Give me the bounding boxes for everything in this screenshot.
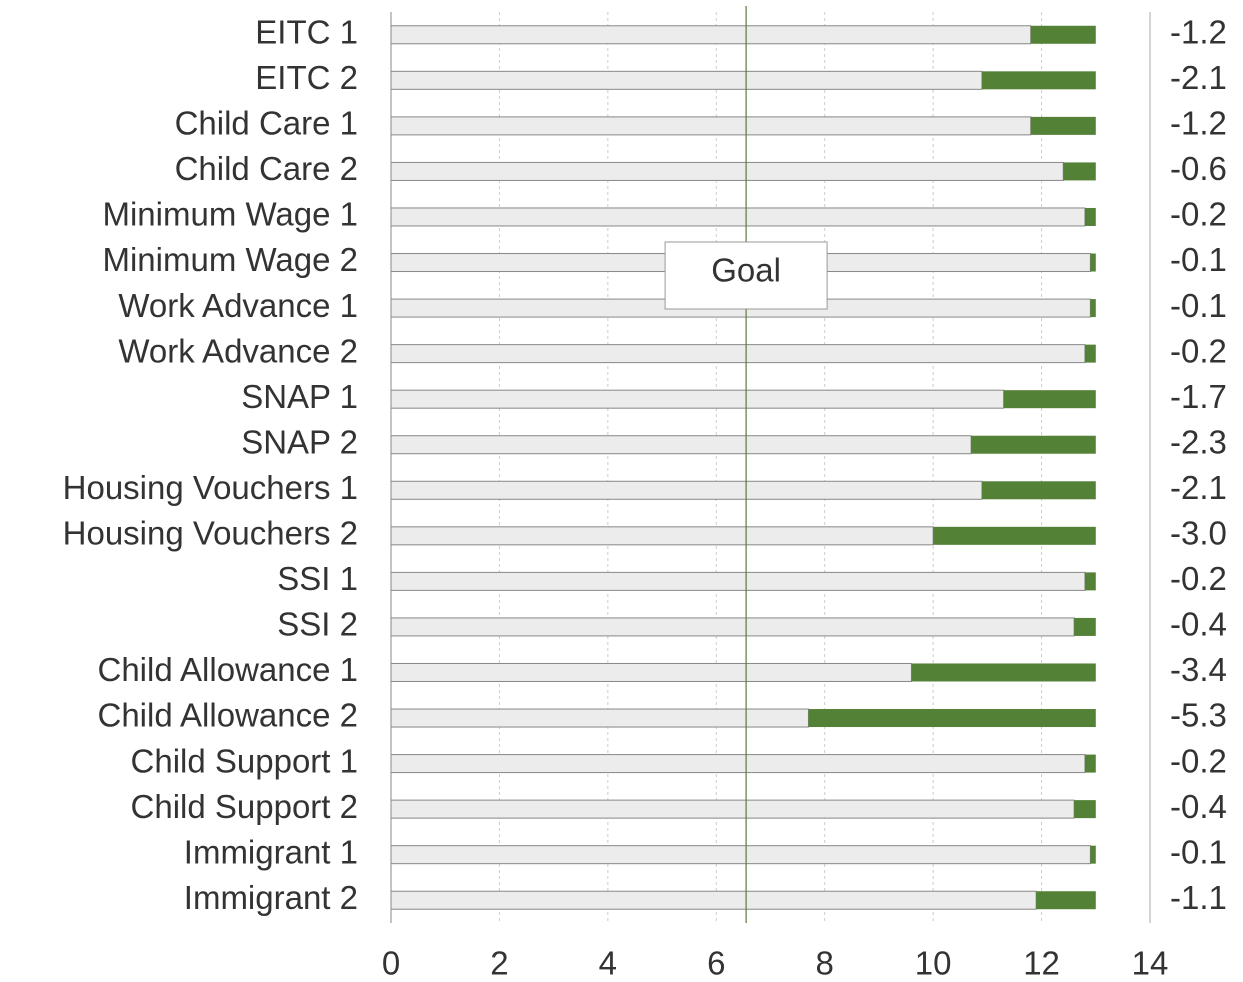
bar-segment xyxy=(1084,207,1096,226)
value-label: -5.3 xyxy=(1170,697,1227,734)
y-tick-label: Child Care 2 xyxy=(175,150,358,187)
bar-segment xyxy=(390,25,1032,45)
bar-segment xyxy=(933,526,1096,545)
y-tick-label: Immigrant 2 xyxy=(184,879,358,916)
y-tick-label: Immigrant 1 xyxy=(184,833,358,870)
y-tick-label: Child Allowance 1 xyxy=(98,651,359,688)
bar-segment xyxy=(1084,344,1096,363)
value-label: -1.2 xyxy=(1170,105,1227,142)
y-tick-label: Housing Vouchers 2 xyxy=(63,515,358,552)
bar-segment xyxy=(390,207,1086,227)
y-tick-label: EITC 2 xyxy=(255,59,358,96)
bar-segment xyxy=(808,709,1096,728)
bar-segment xyxy=(390,116,1032,136)
value-label: -1.1 xyxy=(1170,879,1227,916)
value-label: -0.2 xyxy=(1170,196,1227,233)
y-tick-label: Minimum Wage 2 xyxy=(102,241,358,278)
value-label: -0.1 xyxy=(1170,241,1227,278)
x-tick-label: 12 xyxy=(1023,945,1060,982)
value-label: -0.4 xyxy=(1170,788,1227,825)
y-tick-label: Housing Vouchers 1 xyxy=(63,469,358,506)
bar-segment xyxy=(390,526,934,546)
value-label: -0.4 xyxy=(1170,606,1227,643)
bar-segment xyxy=(1003,390,1096,409)
bar-segment xyxy=(390,845,1091,865)
bar-segment xyxy=(390,571,1086,591)
bar-segment xyxy=(981,71,1096,90)
bar-segment xyxy=(1090,299,1096,318)
bar-segment xyxy=(390,662,912,682)
goal-label: Goal xyxy=(711,252,781,289)
y-tick-label: Child Support 2 xyxy=(131,788,358,825)
bar-segment xyxy=(390,389,1005,409)
x-tick-label: 8 xyxy=(816,945,834,982)
bar-segment xyxy=(390,480,983,500)
y-tick-label: SNAP 2 xyxy=(241,423,358,460)
y-tick-label: SSI 1 xyxy=(277,560,358,597)
y-tick-label: SNAP 1 xyxy=(241,378,358,415)
x-tick-label: 4 xyxy=(599,945,617,982)
bar-segment xyxy=(1036,891,1096,910)
bar-segment xyxy=(1063,162,1096,181)
y-tick-label: Child Support 1 xyxy=(131,742,358,779)
bar-segment xyxy=(981,481,1096,500)
value-label: -2.1 xyxy=(1170,469,1227,506)
bar-segment xyxy=(1090,253,1096,272)
value-label: -0.2 xyxy=(1170,560,1227,597)
value-label: -0.1 xyxy=(1170,287,1227,324)
x-tick-label: 6 xyxy=(707,945,725,982)
bar-segment xyxy=(390,70,983,90)
bar-segment xyxy=(911,663,1096,682)
value-label: -3.0 xyxy=(1170,515,1227,552)
bar-segment xyxy=(971,435,1096,454)
value-label: -2.1 xyxy=(1170,59,1227,96)
y-tick-label: Minimum Wage 1 xyxy=(102,196,358,233)
bar-segment xyxy=(1030,116,1096,135)
bar-segment xyxy=(390,617,1075,637)
bar-segment xyxy=(390,799,1075,819)
bar-segment xyxy=(1084,754,1096,773)
value-label: -0.6 xyxy=(1170,150,1227,187)
bar-segment xyxy=(390,890,1037,910)
bar-segment xyxy=(1074,617,1096,636)
bar-segment xyxy=(1084,572,1096,591)
y-tick-label: Work Advance 1 xyxy=(118,287,358,324)
bar-segment xyxy=(390,754,1086,774)
goal-box xyxy=(664,241,828,310)
y-tick-label: SSI 2 xyxy=(277,606,358,643)
y-tick-label: Child Care 1 xyxy=(175,105,358,142)
value-label: -1.2 xyxy=(1170,13,1227,50)
bar-segment xyxy=(1030,25,1096,44)
bar-segment xyxy=(390,435,972,455)
x-tick-label: 2 xyxy=(490,945,508,982)
value-label: -0.1 xyxy=(1170,833,1227,870)
value-label: -0.2 xyxy=(1170,742,1227,779)
x-tick-label: 14 xyxy=(1132,945,1169,982)
x-tick-label: 10 xyxy=(915,945,952,982)
x-tick-label: 0 xyxy=(382,945,400,982)
bar-segment xyxy=(390,344,1086,364)
bar-segment xyxy=(390,161,1064,181)
y-tick-label: Child Allowance 2 xyxy=(98,697,359,734)
value-label: -1.7 xyxy=(1170,378,1227,415)
value-label: -3.4 xyxy=(1170,651,1227,688)
bar-segment xyxy=(1090,845,1096,864)
y-tick-label: EITC 1 xyxy=(255,13,358,50)
value-label: -0.2 xyxy=(1170,332,1227,369)
value-label: -2.3 xyxy=(1170,423,1227,460)
y-tick-label: Work Advance 2 xyxy=(118,332,358,369)
bar-segment xyxy=(1074,800,1096,819)
